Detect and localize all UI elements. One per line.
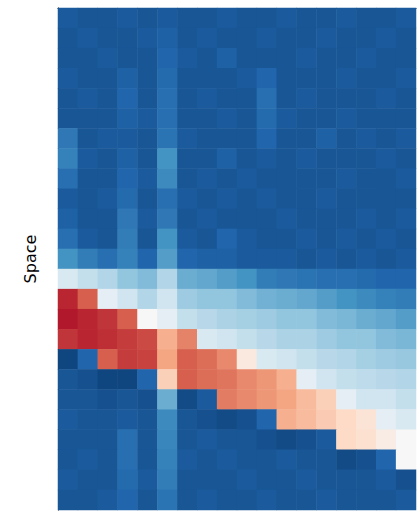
svg-text:Space: Space — [21, 235, 40, 284]
